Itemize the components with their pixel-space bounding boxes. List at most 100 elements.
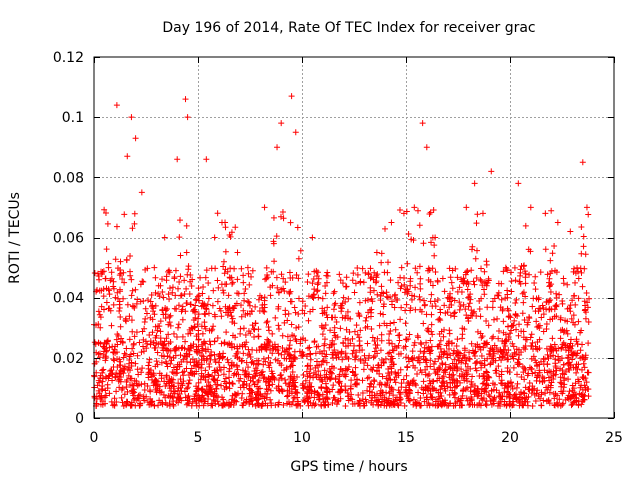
data-point (151, 311, 158, 318)
data-point (147, 367, 154, 374)
data-point (305, 293, 312, 300)
data-point (547, 384, 554, 391)
data-point (302, 302, 309, 309)
data-point (286, 401, 293, 408)
data-point (282, 376, 289, 383)
data-point (396, 206, 403, 213)
data-point (330, 290, 337, 297)
data-point (515, 332, 522, 339)
data-point (304, 398, 311, 405)
data-point (481, 279, 488, 286)
data-point (518, 263, 525, 270)
data-point (557, 365, 564, 372)
data-point (572, 279, 579, 286)
data-point (312, 350, 319, 357)
data-point (332, 334, 339, 341)
data-point (504, 364, 511, 371)
data-point (508, 327, 515, 334)
data-point (207, 356, 214, 363)
data-point (382, 355, 389, 362)
data-point (551, 242, 558, 249)
data-point (429, 303, 436, 310)
data-point (258, 402, 265, 409)
data-point (208, 327, 215, 334)
data-point (408, 292, 415, 299)
data-point (206, 360, 213, 367)
data-point (508, 288, 515, 295)
data-point (366, 352, 373, 359)
data-point (454, 274, 461, 281)
data-point (456, 357, 463, 364)
data-point (297, 340, 304, 347)
data-point (339, 314, 346, 321)
data-point (231, 265, 238, 272)
data-point (485, 392, 492, 399)
data-point (249, 346, 256, 353)
data-point (354, 377, 361, 384)
data-point (117, 258, 124, 265)
data-point (400, 210, 407, 217)
data-point (546, 298, 553, 305)
data-point (388, 368, 395, 375)
data-point (174, 156, 181, 163)
data-point (575, 401, 582, 408)
data-point (224, 268, 231, 275)
data-point (330, 382, 337, 389)
data-point (365, 296, 371, 303)
data-point (375, 362, 381, 369)
data-point (100, 293, 107, 300)
data-point (316, 393, 323, 400)
data-point (367, 275, 374, 282)
data-point (397, 285, 404, 292)
data-point (413, 400, 420, 407)
data-point (397, 274, 404, 281)
data-point (194, 293, 201, 300)
data-point (501, 338, 508, 345)
data-point (190, 341, 197, 348)
data-point (506, 313, 513, 320)
data-point (417, 339, 424, 346)
data-point (468, 378, 475, 385)
data-point (336, 380, 343, 387)
data-point (227, 233, 234, 240)
data-point (318, 322, 325, 329)
data-point (425, 328, 432, 335)
data-point (108, 370, 115, 377)
data-point (259, 368, 266, 375)
data-point (324, 269, 331, 276)
data-point (187, 301, 194, 308)
data-point (319, 331, 326, 338)
data-point (377, 347, 384, 354)
data-point (201, 323, 208, 330)
data-point (286, 352, 293, 359)
data-point (244, 264, 251, 271)
data-point (176, 278, 183, 285)
data-point (465, 294, 472, 301)
data-point (96, 379, 103, 386)
data-point (143, 345, 150, 352)
data-point (577, 265, 584, 272)
data-point (361, 359, 368, 366)
data-point (438, 328, 445, 335)
data-point (237, 330, 244, 337)
data-point (497, 346, 504, 353)
data-point (96, 311, 103, 318)
data-point (131, 220, 138, 227)
data-point (330, 355, 337, 362)
data-point (195, 311, 202, 318)
data-point (272, 314, 279, 321)
data-point (277, 213, 284, 220)
data-point (499, 307, 506, 314)
data-point (512, 300, 519, 307)
data-point (511, 264, 518, 271)
data-point (255, 385, 262, 392)
data-point (402, 384, 409, 391)
data-point (495, 400, 502, 407)
data-point (406, 397, 413, 404)
data-point (102, 275, 109, 282)
data-point (322, 283, 329, 290)
data-point (520, 289, 527, 296)
data-point (196, 402, 203, 409)
data-point (562, 346, 569, 353)
data-point (470, 278, 477, 285)
